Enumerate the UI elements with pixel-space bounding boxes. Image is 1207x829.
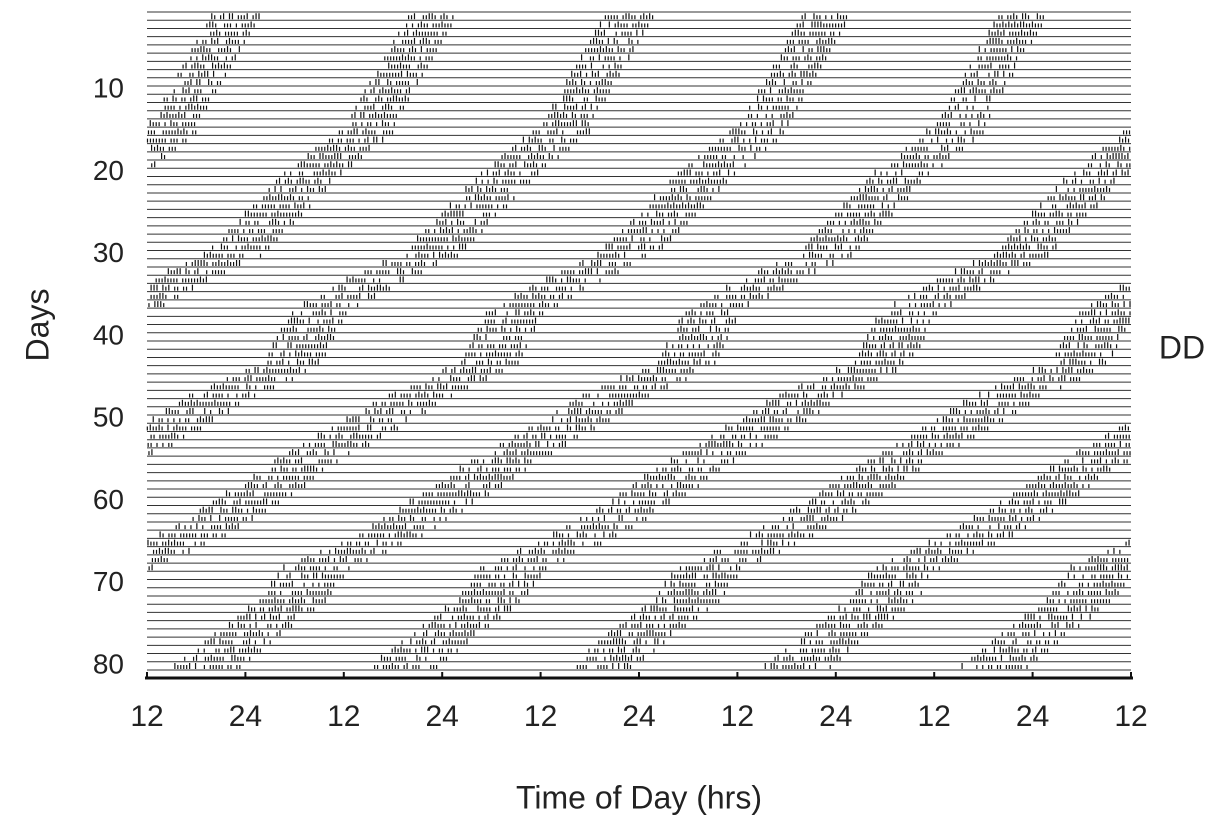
y-tick-label: 70 [93, 566, 124, 597]
x-tick-label: 12 [327, 700, 360, 733]
x-tick-label: 12 [1114, 700, 1147, 733]
x-axis-label: Time of Day (hrs) [516, 779, 762, 815]
x-tick-label: 12 [524, 700, 557, 733]
x-tick-label: 12 [721, 700, 754, 733]
x-tick-label: 24 [1016, 700, 1049, 733]
y-tick-label: 60 [93, 484, 124, 515]
x-tick-label: 24 [819, 700, 852, 733]
x-tick-label: 24 [229, 700, 262, 733]
y-axis-label: Days [19, 289, 55, 362]
x-tick-label: 12 [918, 700, 951, 733]
y-tick-label: 50 [93, 402, 124, 433]
y-tick-label: 30 [93, 237, 124, 268]
y-tick-label: 80 [93, 648, 124, 679]
annotation: DD [1159, 329, 1205, 365]
y-tick-label: 20 [93, 155, 124, 186]
x-tick-label: 24 [622, 700, 655, 733]
y-tick-label: 40 [93, 319, 124, 350]
x-tick-label: 12 [130, 700, 163, 733]
y-tick-label: 10 [93, 73, 124, 104]
x-tick-label: 24 [426, 700, 459, 733]
